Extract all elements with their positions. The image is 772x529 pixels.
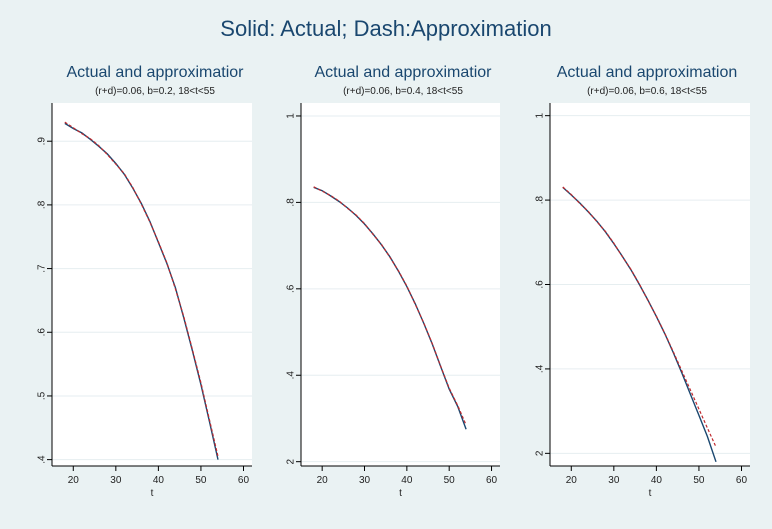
x-tick-label: 20 bbox=[68, 475, 80, 486]
y-tick-label: 1 bbox=[535, 112, 546, 118]
panel-1-subtitle: (r+d)=0.06, b=0.2, 18<t<55 bbox=[95, 86, 215, 97]
approximation-line bbox=[313, 186, 467, 426]
x-tick-label: 50 bbox=[444, 475, 456, 486]
approximation-line bbox=[64, 121, 219, 457]
x-tick-label: 50 bbox=[195, 475, 207, 486]
panel-2-title: Actual and approximatior bbox=[314, 64, 492, 81]
x-axis-label: t bbox=[649, 488, 652, 499]
panel-2-subtitle: (r+d)=0.06, b=0.4, 18<t<55 bbox=[343, 86, 463, 97]
y-tick-label: 1 bbox=[286, 113, 297, 119]
y-tick-label: .4 bbox=[37, 455, 48, 464]
x-tick-label: 40 bbox=[651, 475, 663, 486]
panel-1-title: Actual and approximatior bbox=[66, 64, 244, 81]
y-tick-label: .8 bbox=[535, 195, 546, 204]
panel-3: 2 .4 .6 .8 1 20 30 40 50 60 t bbox=[535, 103, 750, 499]
panel-1: .4 .5 .6 .7 .8 .9 20 30 40 50 60 t bbox=[37, 103, 252, 499]
main-title: Solid: Actual; Dash:Approximation bbox=[220, 16, 552, 41]
x-tick-label: 20 bbox=[317, 475, 329, 486]
x-tick-label: 30 bbox=[110, 475, 122, 486]
x-tick-label: 50 bbox=[693, 475, 705, 486]
y-tick-label: .4 bbox=[286, 371, 297, 380]
x-tick-label: 20 bbox=[566, 475, 578, 486]
y-tick-label: .8 bbox=[286, 198, 297, 207]
y-tick-label: 2 bbox=[535, 450, 546, 456]
x-tick-label: 40 bbox=[153, 475, 165, 486]
y-tick-label: .6 bbox=[286, 284, 297, 293]
x-tick-label: 30 bbox=[608, 475, 620, 486]
y-tick-label: .6 bbox=[37, 328, 48, 337]
panel-3-subtitle: (r+d)=0.06, b=0.6, 18<t<55 bbox=[587, 86, 707, 97]
y-tick-label: 2 bbox=[286, 458, 297, 464]
y-tick-label: .7 bbox=[37, 264, 48, 273]
y-tick-label: .5 bbox=[37, 391, 48, 400]
y-tick-label: .8 bbox=[37, 200, 48, 209]
x-tick-label: 60 bbox=[486, 475, 498, 486]
panel-3-title: Actual and approximation bbox=[556, 64, 738, 81]
y-tick-label: .6 bbox=[535, 280, 546, 289]
plot-area bbox=[52, 103, 252, 466]
y-tick-label: .9 bbox=[37, 137, 48, 146]
x-tick-label: 30 bbox=[359, 475, 371, 486]
x-axis-label: t bbox=[399, 488, 402, 499]
x-axis-label: t bbox=[151, 488, 154, 499]
plot-area bbox=[301, 103, 500, 466]
approximation-line bbox=[562, 186, 717, 448]
y-tick-label: .4 bbox=[535, 364, 546, 373]
panel-2: 2 .4 .6 .8 1 20 30 40 50 60 t bbox=[286, 103, 500, 499]
x-tick-label: 60 bbox=[736, 475, 748, 486]
x-tick-label: 60 bbox=[238, 475, 250, 486]
x-tick-label: 40 bbox=[401, 475, 413, 486]
